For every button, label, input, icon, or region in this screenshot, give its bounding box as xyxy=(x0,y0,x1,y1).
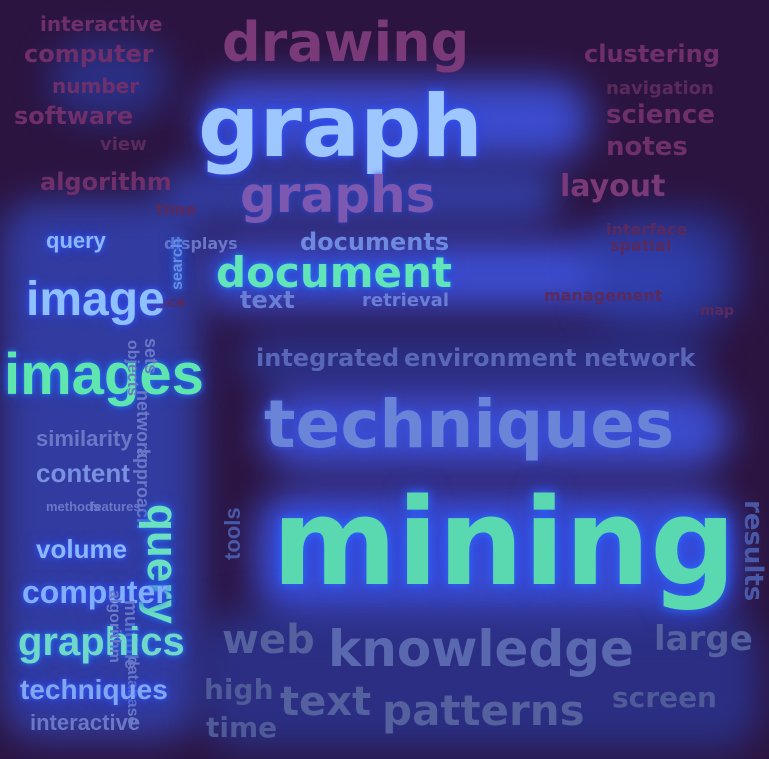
word-search: search xyxy=(169,238,186,290)
word-images: images xyxy=(4,342,204,407)
word-graph: graph xyxy=(198,77,483,177)
word-documents: documents xyxy=(300,228,450,256)
word-techniques: techniques xyxy=(264,386,675,463)
word-web: web xyxy=(222,617,315,663)
glow-techniques xyxy=(260,390,730,470)
word-screen: screen xyxy=(612,681,717,714)
word-document: document xyxy=(216,248,452,297)
word-environment: environment xyxy=(404,344,577,372)
word-software: software xyxy=(14,102,134,130)
word-techniques-side: techniques xyxy=(20,674,168,705)
glow-right xyxy=(590,210,740,330)
word-knowledge: knowledge xyxy=(328,620,634,678)
word-results: results xyxy=(738,500,768,602)
word-navigation: navigation xyxy=(606,78,714,99)
glow-top-left xyxy=(50,40,170,120)
word-patterns: patterns xyxy=(382,686,585,735)
word-science: science xyxy=(606,100,715,130)
word-similarity: similarity xyxy=(36,426,133,451)
word-interactive: interactive xyxy=(40,12,163,36)
word-number: number xyxy=(52,74,140,98)
word-text-bottom: text xyxy=(280,679,372,725)
word-computer: computer xyxy=(24,40,154,68)
word-map: map xyxy=(700,303,735,319)
word-graphs: graphs xyxy=(240,166,436,224)
word-mining: mining xyxy=(272,474,737,613)
word-objects: objects xyxy=(124,340,141,397)
word-layout: layout xyxy=(560,169,666,204)
word-algorithm-side: algorithm xyxy=(106,590,123,663)
word-features: features xyxy=(90,499,141,514)
word-query-small: query xyxy=(46,228,106,253)
word-methods: methods xyxy=(46,499,101,514)
word-retrieval: retrieval xyxy=(362,290,449,311)
glow-left-column xyxy=(0,200,200,740)
word-graphics: graphics xyxy=(18,620,185,664)
word-time: time xyxy=(156,200,197,219)
glow-graph xyxy=(200,80,590,160)
word-image: image xyxy=(26,273,165,326)
word-time-bottom: time xyxy=(206,711,278,744)
word-clustering: clustering xyxy=(584,40,720,68)
word-spatial: spatial xyxy=(610,236,672,255)
glow-bottom xyxy=(200,610,760,750)
word-interactive-side: interactive xyxy=(30,710,141,735)
glow-mining xyxy=(255,490,735,620)
word-algorithm: algorithm xyxy=(40,168,172,196)
word-notes: notes xyxy=(606,132,688,162)
word-sets: sets xyxy=(141,338,161,375)
word-tools: tools xyxy=(220,507,245,560)
glow-integrated xyxy=(240,330,710,390)
word-computer-side: computer xyxy=(22,574,168,610)
word-volume: volume xyxy=(36,534,128,564)
glow-graphs xyxy=(160,165,560,225)
word-text: text xyxy=(240,286,295,314)
word-integrated: integrated xyxy=(256,344,400,372)
word-network: network xyxy=(584,344,696,372)
word-high: high xyxy=(204,673,274,706)
word-view: view xyxy=(100,134,147,155)
word-interface: interface xyxy=(606,220,688,239)
word-drawing: drawing xyxy=(222,11,470,74)
word-content: content xyxy=(36,458,130,488)
word-space: space xyxy=(140,295,186,311)
word-large: large xyxy=(654,619,753,659)
word-displays: displays xyxy=(164,234,238,253)
word-management: management xyxy=(544,286,663,305)
